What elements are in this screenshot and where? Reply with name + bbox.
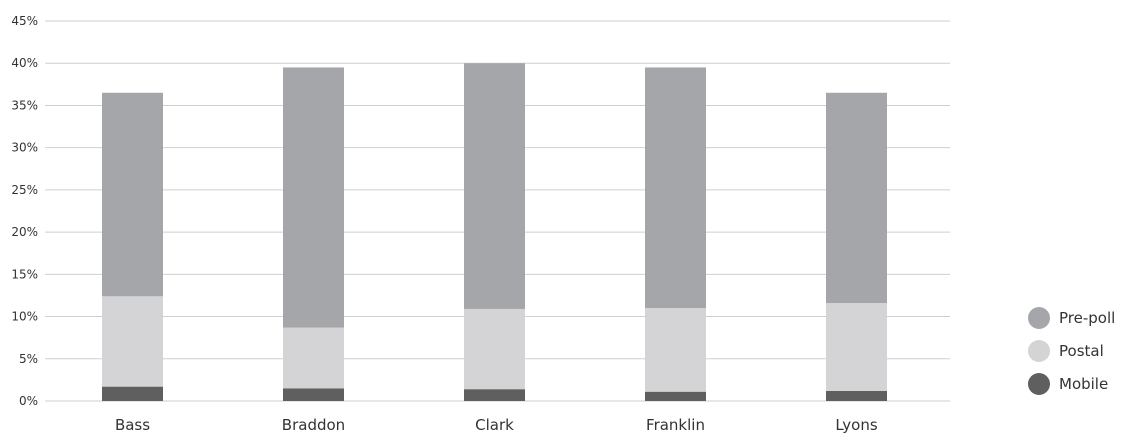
legend-swatch xyxy=(1028,340,1050,362)
legend: Pre-poll Postal Mobile xyxy=(1028,307,1115,395)
bars xyxy=(102,63,887,401)
y-tick-label: 30% xyxy=(11,141,38,155)
x-axis-category-labels: Bass Braddon Clark Franklin Lyons xyxy=(115,416,878,434)
x-category-label: Lyons xyxy=(835,416,878,434)
bar-segment-mobile-bass xyxy=(102,386,163,401)
legend-swatch xyxy=(1028,307,1050,329)
x-category-label: Clark xyxy=(475,416,514,434)
bar-segment-mobile-clark xyxy=(464,389,525,401)
bar-segment-pre-poll-franklin xyxy=(645,67,706,309)
legend-swatch xyxy=(1028,373,1050,395)
bar-segment-mobile-braddon xyxy=(283,388,344,401)
bar-segment-postal-clark xyxy=(464,308,525,390)
bar-segment-pre-poll-lyons xyxy=(826,92,887,304)
bar-segment-mobile-franklin xyxy=(645,391,706,401)
bar-segment-postal-lyons xyxy=(826,303,887,391)
y-tick-label: 40% xyxy=(11,56,38,70)
bar-segment-pre-poll-bass xyxy=(102,92,163,297)
y-axis-tick-labels: 0% 5% 10% 15% 20% 25% 30% 35% 40% 45% xyxy=(11,14,38,408)
bar-segment-pre-poll-braddon xyxy=(283,67,344,328)
y-tick-label: 35% xyxy=(11,98,38,112)
y-tick-label: 25% xyxy=(11,183,38,197)
bar-segment-pre-poll-clark xyxy=(464,63,525,309)
y-tick-label: 10% xyxy=(11,310,38,324)
legend-label: Postal xyxy=(1059,342,1104,360)
y-tick-label: 5% xyxy=(19,352,38,366)
x-category-label: Franklin xyxy=(646,416,705,434)
y-tick-label: 0% xyxy=(19,394,38,408)
y-tick-label: 20% xyxy=(11,225,38,239)
y-tick-label: 45% xyxy=(11,14,38,28)
bar-segment-mobile-lyons xyxy=(826,390,887,401)
y-tick-label: 15% xyxy=(11,267,38,281)
bar-segment-postal-bass xyxy=(102,296,163,387)
bar-segment-postal-franklin xyxy=(645,308,706,392)
x-category-label: Bass xyxy=(115,416,150,434)
legend-label: Pre-poll xyxy=(1059,309,1115,327)
bar-segment-postal-braddon xyxy=(283,327,344,389)
x-category-label: Braddon xyxy=(282,416,345,434)
legend-label: Mobile xyxy=(1059,375,1108,393)
